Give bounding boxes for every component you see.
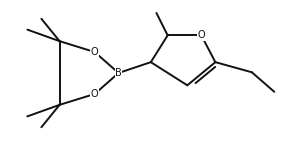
- Text: O: O: [91, 89, 98, 99]
- Text: O: O: [197, 30, 205, 40]
- Text: O: O: [91, 47, 98, 57]
- Text: B: B: [115, 68, 122, 78]
